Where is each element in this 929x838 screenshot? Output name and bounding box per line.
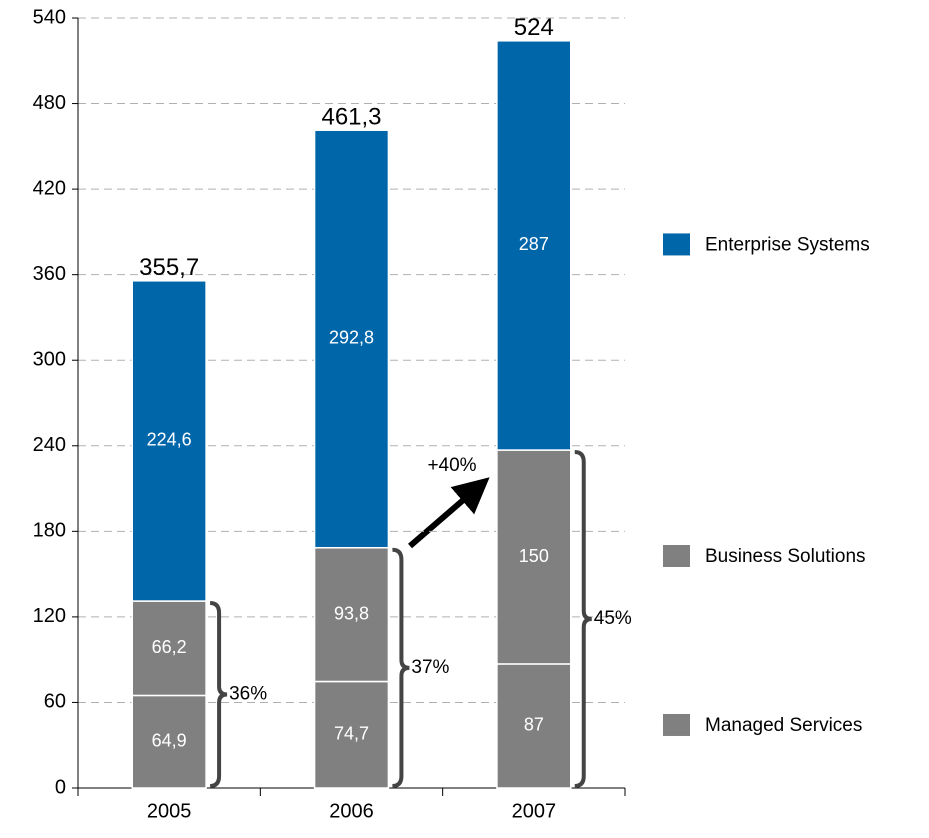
share-annotation: 45%	[594, 608, 632, 629]
value-label: 64,9	[152, 730, 187, 750]
value-label: 150	[519, 546, 549, 566]
y-tick-label: 60	[44, 691, 66, 713]
share-annotation: 37%	[411, 657, 449, 678]
value-label: 74,7	[334, 723, 369, 743]
legend-swatch	[663, 233, 690, 256]
legend-label: Managed Services	[705, 715, 862, 736]
value-label: 292,8	[329, 328, 374, 348]
bar-segment	[131, 280, 207, 602]
brace	[574, 450, 592, 788]
bar-segment	[313, 546, 390, 683]
value-label: 287	[519, 234, 549, 254]
value-label: 93,8	[334, 603, 369, 623]
x-tick-label: 2007	[512, 800, 557, 822]
total-label: 355,7	[139, 254, 199, 281]
y-tick-label: 300	[33, 349, 66, 371]
y-tick-label: 240	[33, 434, 66, 456]
value-label: 224,6	[147, 430, 192, 450]
bar-segment	[496, 663, 572, 789]
x-tick-label: 2005	[147, 800, 192, 822]
growth-annotation: +40%	[427, 455, 476, 476]
legend-label: Enterprise Systems	[705, 234, 870, 255]
y-tick-label: 540	[33, 6, 66, 28]
brace	[392, 547, 410, 788]
y-tick-label: 0	[55, 776, 66, 798]
bar-segment	[313, 680, 390, 789]
share-annotation: 36%	[229, 684, 267, 705]
legend-swatch	[663, 713, 690, 736]
bar-segment	[496, 40, 572, 451]
y-tick-label: 360	[33, 263, 66, 285]
y-tick-label: 480	[33, 92, 66, 114]
brace	[209, 601, 228, 788]
total-label: 461,3	[321, 104, 381, 131]
legend-label: Business Solutions	[705, 546, 866, 567]
y-tick-label: 180	[33, 520, 66, 542]
bar-segment	[496, 449, 572, 665]
value-label: 87	[524, 715, 544, 735]
legend-swatch	[663, 545, 690, 567]
growth-arrow	[408, 477, 490, 549]
value-label: 66,2	[152, 637, 187, 657]
bar-segment	[313, 129, 390, 549]
y-tick-label: 420	[33, 177, 66, 199]
y-tick-label: 120	[33, 605, 66, 627]
x-tick-label: 2006	[329, 800, 374, 822]
total-label: 524	[514, 14, 554, 41]
bar-segment	[131, 600, 207, 697]
